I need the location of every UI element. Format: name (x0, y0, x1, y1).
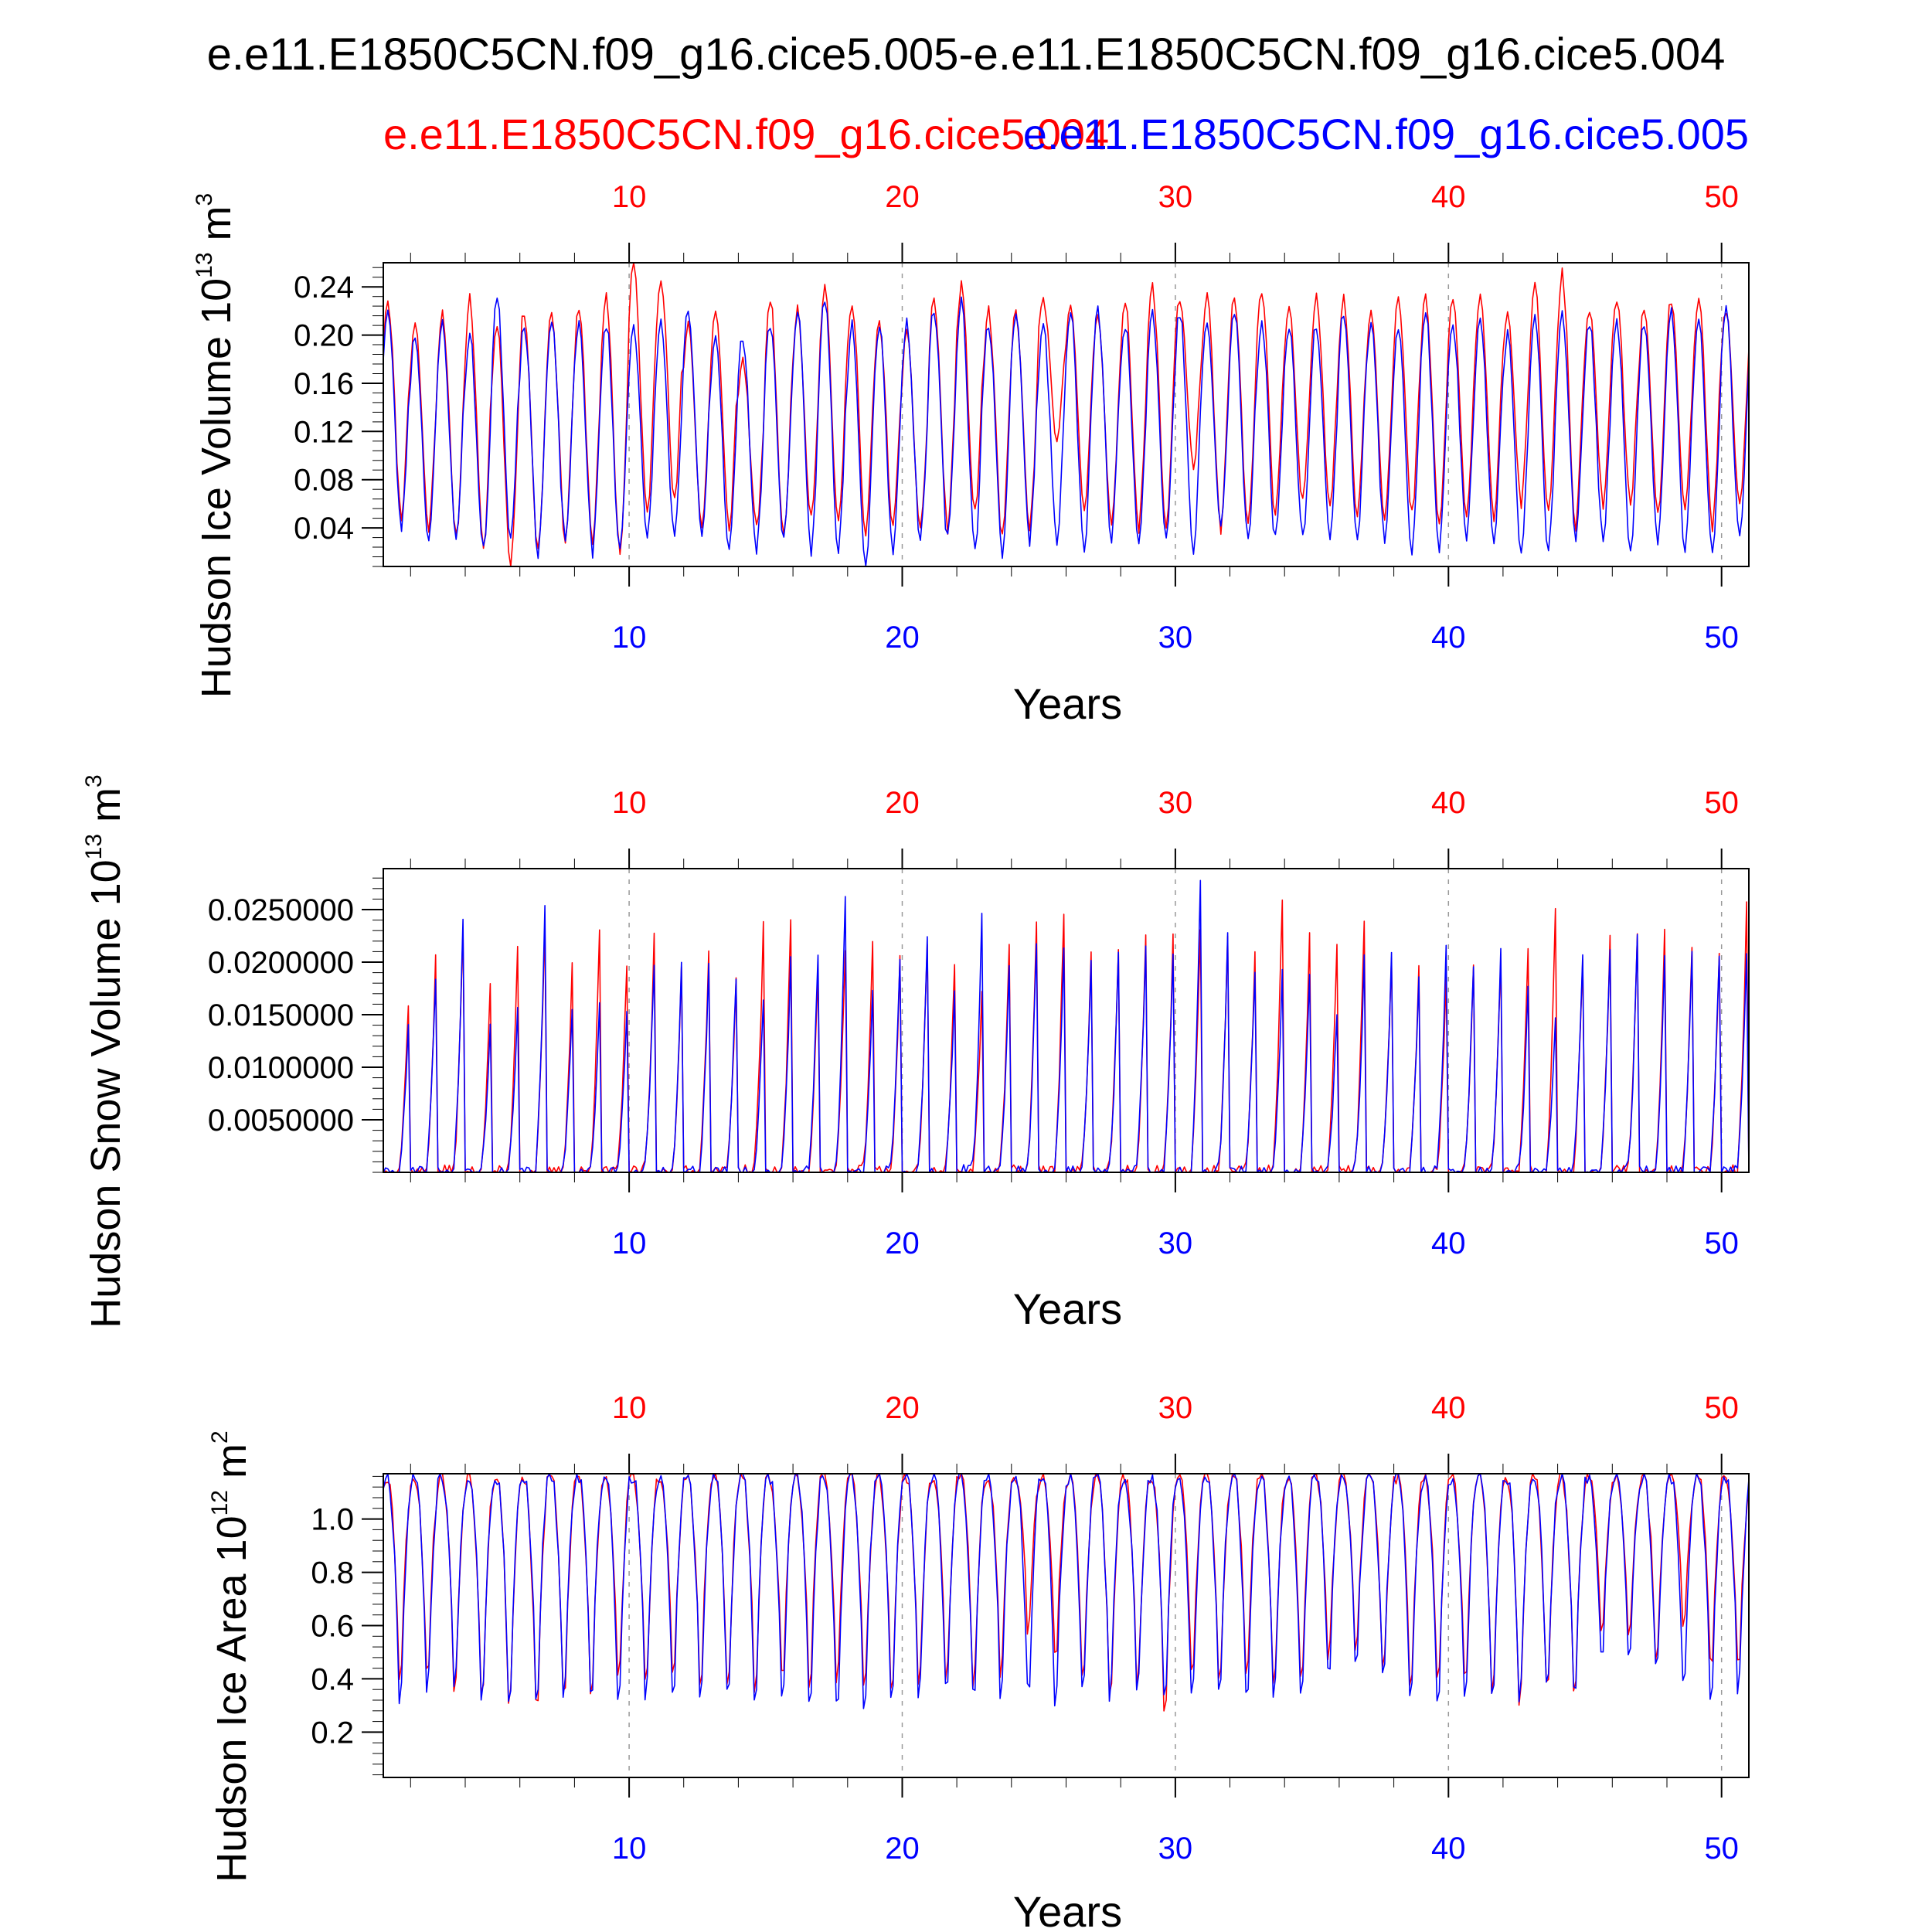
x-tick-label-top: 20 (885, 1391, 920, 1425)
x-tick-label-bottom: 40 (1431, 1226, 1466, 1260)
figure-title: e.e11.E1850C5CN.f09_g16.cice5.005-e.e11.… (207, 29, 1726, 80)
x-axis-label: Years (1013, 679, 1122, 728)
series-line-blue (383, 879, 1750, 1173)
y-axis-label: Hudson Ice Area 1012 m2 (207, 1430, 255, 1882)
y-axis-label-exponent: 13 (192, 252, 217, 277)
y-axis-label-unit: m (209, 1444, 255, 1490)
y-tick-label: 0.4 (311, 1662, 354, 1696)
x-tick-label-top: 30 (1158, 1391, 1193, 1425)
x-tick-label-top: 10 (612, 180, 647, 214)
y-tick-label: 0.12 (294, 415, 354, 449)
x-tick-label-bottom: 20 (885, 621, 920, 655)
y-axis-label-text: Hudson Ice Area 10 (209, 1515, 255, 1882)
x-tick-label-bottom: 10 (612, 1226, 647, 1260)
y-axis-label-unit-exponent: 2 (207, 1430, 233, 1444)
series-line-red (383, 1473, 1750, 1712)
series-line-red (383, 262, 1750, 567)
y-tick-label: 0.0100000 (208, 1051, 354, 1085)
y-axis-label-unit-exponent: 3 (81, 774, 107, 787)
y-tick-label: 0.6 (311, 1610, 354, 1644)
x-tick-label-top: 50 (1704, 1391, 1739, 1425)
x-tick-label-top: 10 (612, 786, 647, 820)
x-tick-label-top: 40 (1431, 786, 1466, 820)
x-tick-label-top: 10 (612, 1391, 647, 1425)
series-line-blue (383, 296, 1750, 567)
y-tick-label: 0.0250000 (208, 893, 354, 927)
x-tick-label-bottom: 40 (1431, 1832, 1466, 1866)
plot-frame (383, 262, 1750, 567)
y-axis-label-text: Hudson Snow Volume 10 (83, 859, 129, 1328)
x-tick-label-bottom: 40 (1431, 621, 1466, 655)
x-tick-label-top: 40 (1431, 180, 1466, 214)
y-axis-label-unit: m (83, 787, 129, 834)
legend-red-label: e.e11.E1850C5CN.f09_g16.cice5.004 (383, 110, 1109, 158)
y-tick-label: 0.24 (294, 270, 354, 304)
x-tick-label-top: 20 (885, 180, 920, 214)
y-tick-label: 0.0200000 (208, 946, 354, 980)
y-tick-label: 0.2 (311, 1716, 354, 1750)
y-tick-label: 1.0 (311, 1503, 354, 1537)
x-tick-label-bottom: 30 (1158, 1226, 1193, 1260)
x-tick-label-bottom: 10 (612, 1832, 647, 1866)
series-line-blue (383, 1473, 1750, 1709)
x-tick-label-top: 50 (1704, 180, 1739, 214)
x-tick-label-bottom: 20 (885, 1226, 920, 1260)
x-tick-label-bottom: 20 (885, 1832, 920, 1866)
x-tick-label-bottom: 10 (612, 621, 647, 655)
y-tick-label: 0.8 (311, 1556, 354, 1590)
x-tick-label-top: 40 (1431, 1391, 1466, 1425)
x-tick-label-top: 50 (1704, 786, 1739, 820)
panels: 0.04 0.08 0.12 0.16 0.20 0.24 10 10 20 20 30 30 40 40… (81, 180, 1750, 1932)
x-tick-label-bottom: 50 (1704, 1832, 1739, 1866)
y-axis-label-exponent: 13 (81, 834, 107, 859)
y-axis-label: Hudson Snow Volume 1013 m3 (81, 774, 129, 1328)
y-axis-label-unit-exponent: 3 (192, 193, 217, 206)
y-axis-label-unit: m (193, 206, 240, 252)
x-tick-label-bottom: 30 (1158, 621, 1193, 655)
x-tick-label-bottom: 50 (1704, 1226, 1739, 1260)
x-axis-label: Years (1013, 1887, 1122, 1932)
y-tick-label: 0.20 (294, 319, 354, 353)
y-tick-label: 0.0050000 (208, 1104, 354, 1138)
y-tick-label: 0.08 (294, 464, 354, 498)
y-axis-label-exponent: 12 (207, 1490, 233, 1515)
x-tick-label-top: 20 (885, 786, 920, 820)
chart-panel-snow_volume: 0.0050000 0.0100000 0.0150000 0.0200000 0.02… (81, 774, 1750, 1333)
y-tick-label: 0.04 (294, 512, 354, 546)
chart-panel-ice_area: 0.2 0.4 0.6 0.8 1.0 10 10 20 20 30 30 40 40 50 50 Years… (207, 1391, 1750, 1932)
y-tick-label: 0.0150000 (208, 998, 354, 1032)
x-tick-label-top: 30 (1158, 180, 1193, 214)
chart-panel-ice_volume: 0.04 0.08 0.12 0.16 0.20 0.24 10 10 20 20 30 30 40 40… (192, 180, 1750, 728)
y-axis-label-text: Hudson Ice Volume 10 (193, 278, 240, 698)
x-axis-label: Years (1013, 1284, 1122, 1333)
x-tick-label-top: 30 (1158, 786, 1193, 820)
x-tick-label-bottom: 50 (1704, 621, 1739, 655)
legend-blue-label: e.e11.E1850C5CN.f09_g16.cice5.005 (1023, 110, 1749, 158)
y-tick-label: 0.16 (294, 367, 354, 401)
x-tick-label-bottom: 30 (1158, 1832, 1193, 1866)
y-axis-label: Hudson Ice Volume 1013 m3 (192, 193, 240, 698)
